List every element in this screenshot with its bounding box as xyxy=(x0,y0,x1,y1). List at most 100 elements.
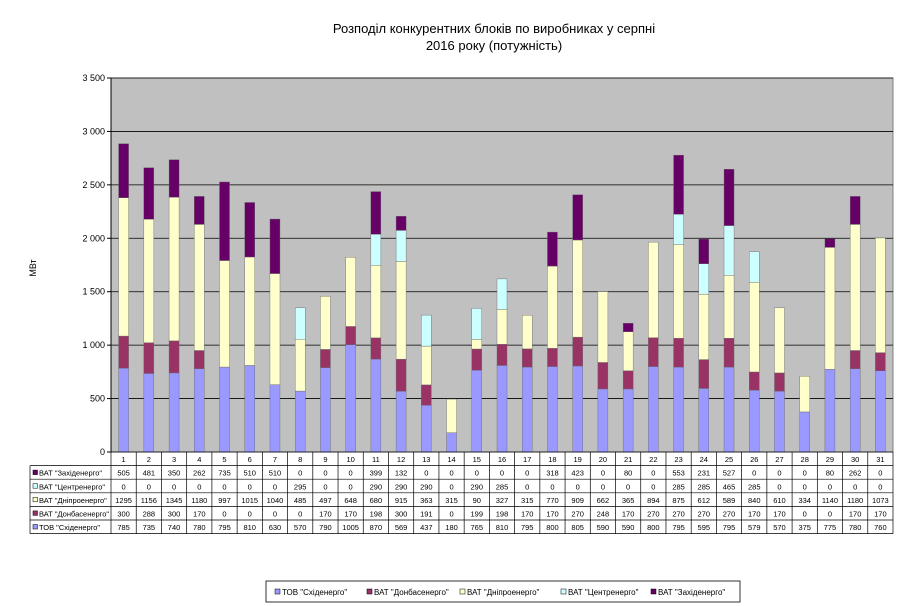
table-cell: 1073 xyxy=(872,496,889,505)
table-cell: 198 xyxy=(370,510,383,519)
bar-segment xyxy=(269,384,281,453)
legend-label: ВАТ "Центренерго" xyxy=(568,588,639,597)
x-tick-label: 22 xyxy=(649,455,657,464)
bar-segment xyxy=(471,348,482,371)
legend-key xyxy=(274,588,281,595)
bar-segment xyxy=(194,368,205,453)
table-cell: 0 xyxy=(752,469,756,478)
bar-segment xyxy=(522,348,533,368)
table-cell: 810 xyxy=(243,523,256,532)
x-tick-label: 13 xyxy=(422,455,430,464)
bar-segment xyxy=(395,358,407,392)
bar-segment xyxy=(143,342,155,374)
table-cell: 0 xyxy=(878,469,882,478)
table-cell: 570 xyxy=(773,523,786,532)
bar-segment xyxy=(395,261,407,360)
x-tick-label: 9 xyxy=(323,455,327,464)
x-tick-label: 8 xyxy=(298,455,302,464)
bar-segment xyxy=(622,323,634,332)
table-cell: 0 xyxy=(550,482,554,491)
table-cell: 735 xyxy=(143,523,156,532)
table-cell: 579 xyxy=(748,523,761,532)
bar-segment xyxy=(370,234,382,266)
table-row-label: ВАТ "Донбасенерго" xyxy=(39,510,109,519)
table-cell: 170 xyxy=(546,510,559,519)
bar-segment xyxy=(370,265,382,339)
x-tick-label: 20 xyxy=(599,455,607,464)
bar-segment xyxy=(774,372,785,392)
table-cell: 805 xyxy=(571,523,584,532)
table-cell: 909 xyxy=(571,496,584,505)
table-cell: 80 xyxy=(826,469,834,478)
bar-segment xyxy=(446,398,457,433)
table-cell: 510 xyxy=(243,469,256,478)
bar-segment xyxy=(749,371,760,391)
bar-segment xyxy=(168,340,180,374)
bar-segment xyxy=(673,337,684,368)
y-axis-label: МВт xyxy=(28,259,38,276)
table-cell: 180 xyxy=(445,523,458,532)
bar-segment xyxy=(320,349,331,368)
table-cell: 590 xyxy=(597,523,610,532)
table-cell: 199 xyxy=(471,510,484,519)
table-cell: 170 xyxy=(773,510,786,519)
bar-segment xyxy=(597,362,609,390)
bar-segment xyxy=(143,167,155,220)
table-cell: 231 xyxy=(698,469,711,478)
table-cell: 295 xyxy=(294,482,307,491)
table-cell: 0 xyxy=(525,482,529,491)
bar-segment xyxy=(547,265,558,349)
legend-label: ТОВ "Східенерго" xyxy=(282,588,347,597)
table-cell: 875 xyxy=(672,496,685,505)
bar-segment xyxy=(421,405,432,453)
bar-segment xyxy=(446,432,457,453)
table-cell: 437 xyxy=(420,523,433,532)
bar-segment xyxy=(471,370,482,453)
bar-segment xyxy=(723,275,735,339)
table-cell: 630 xyxy=(269,523,282,532)
table-cell: 0 xyxy=(449,482,453,491)
table-cell: 1005 xyxy=(342,523,359,532)
x-tick-label: 29 xyxy=(826,455,834,464)
table-cell: 997 xyxy=(218,496,231,505)
table-cell: 0 xyxy=(122,482,126,491)
bar-segment xyxy=(849,368,861,453)
bar-segment xyxy=(294,339,306,392)
table-cell: 0 xyxy=(449,510,453,519)
x-tick-label: 16 xyxy=(498,455,506,464)
x-tick-label: 6 xyxy=(248,455,252,464)
table-legend-key xyxy=(32,497,38,503)
legend-box xyxy=(265,580,741,603)
table-cell: 270 xyxy=(571,510,584,519)
table-cell: 0 xyxy=(248,482,252,491)
bar-segment xyxy=(875,370,886,453)
bar-segment xyxy=(471,339,482,350)
y-tick-label: 0 xyxy=(100,447,105,457)
bar-segment xyxy=(496,365,508,453)
bar-segment xyxy=(875,237,886,353)
bar-segment xyxy=(824,238,836,248)
table-cell: 0 xyxy=(853,482,857,491)
bars xyxy=(118,143,886,453)
table-cell: 290 xyxy=(395,482,408,491)
table-cell: 785 xyxy=(117,523,130,532)
table-cell: 315 xyxy=(445,496,458,505)
table-cell: 0 xyxy=(222,510,226,519)
table-cell: 680 xyxy=(370,496,383,505)
table-cell: 0 xyxy=(172,482,176,491)
bar-segment xyxy=(723,225,735,276)
y-tick-label: 3 000 xyxy=(82,126,105,136)
bar-segment xyxy=(219,260,230,368)
legend-key xyxy=(650,588,657,595)
table-cell: 191 xyxy=(420,510,433,519)
table-cell: 590 xyxy=(622,523,635,532)
bar-segment xyxy=(194,350,205,369)
bar-segment xyxy=(143,373,155,453)
table-cell: 170 xyxy=(874,510,887,519)
bar-segment xyxy=(244,202,255,258)
bar-segment xyxy=(774,390,785,453)
table-cell: 0 xyxy=(828,482,832,491)
bar-segment xyxy=(698,359,710,389)
x-tick-label: 1 xyxy=(122,455,126,464)
